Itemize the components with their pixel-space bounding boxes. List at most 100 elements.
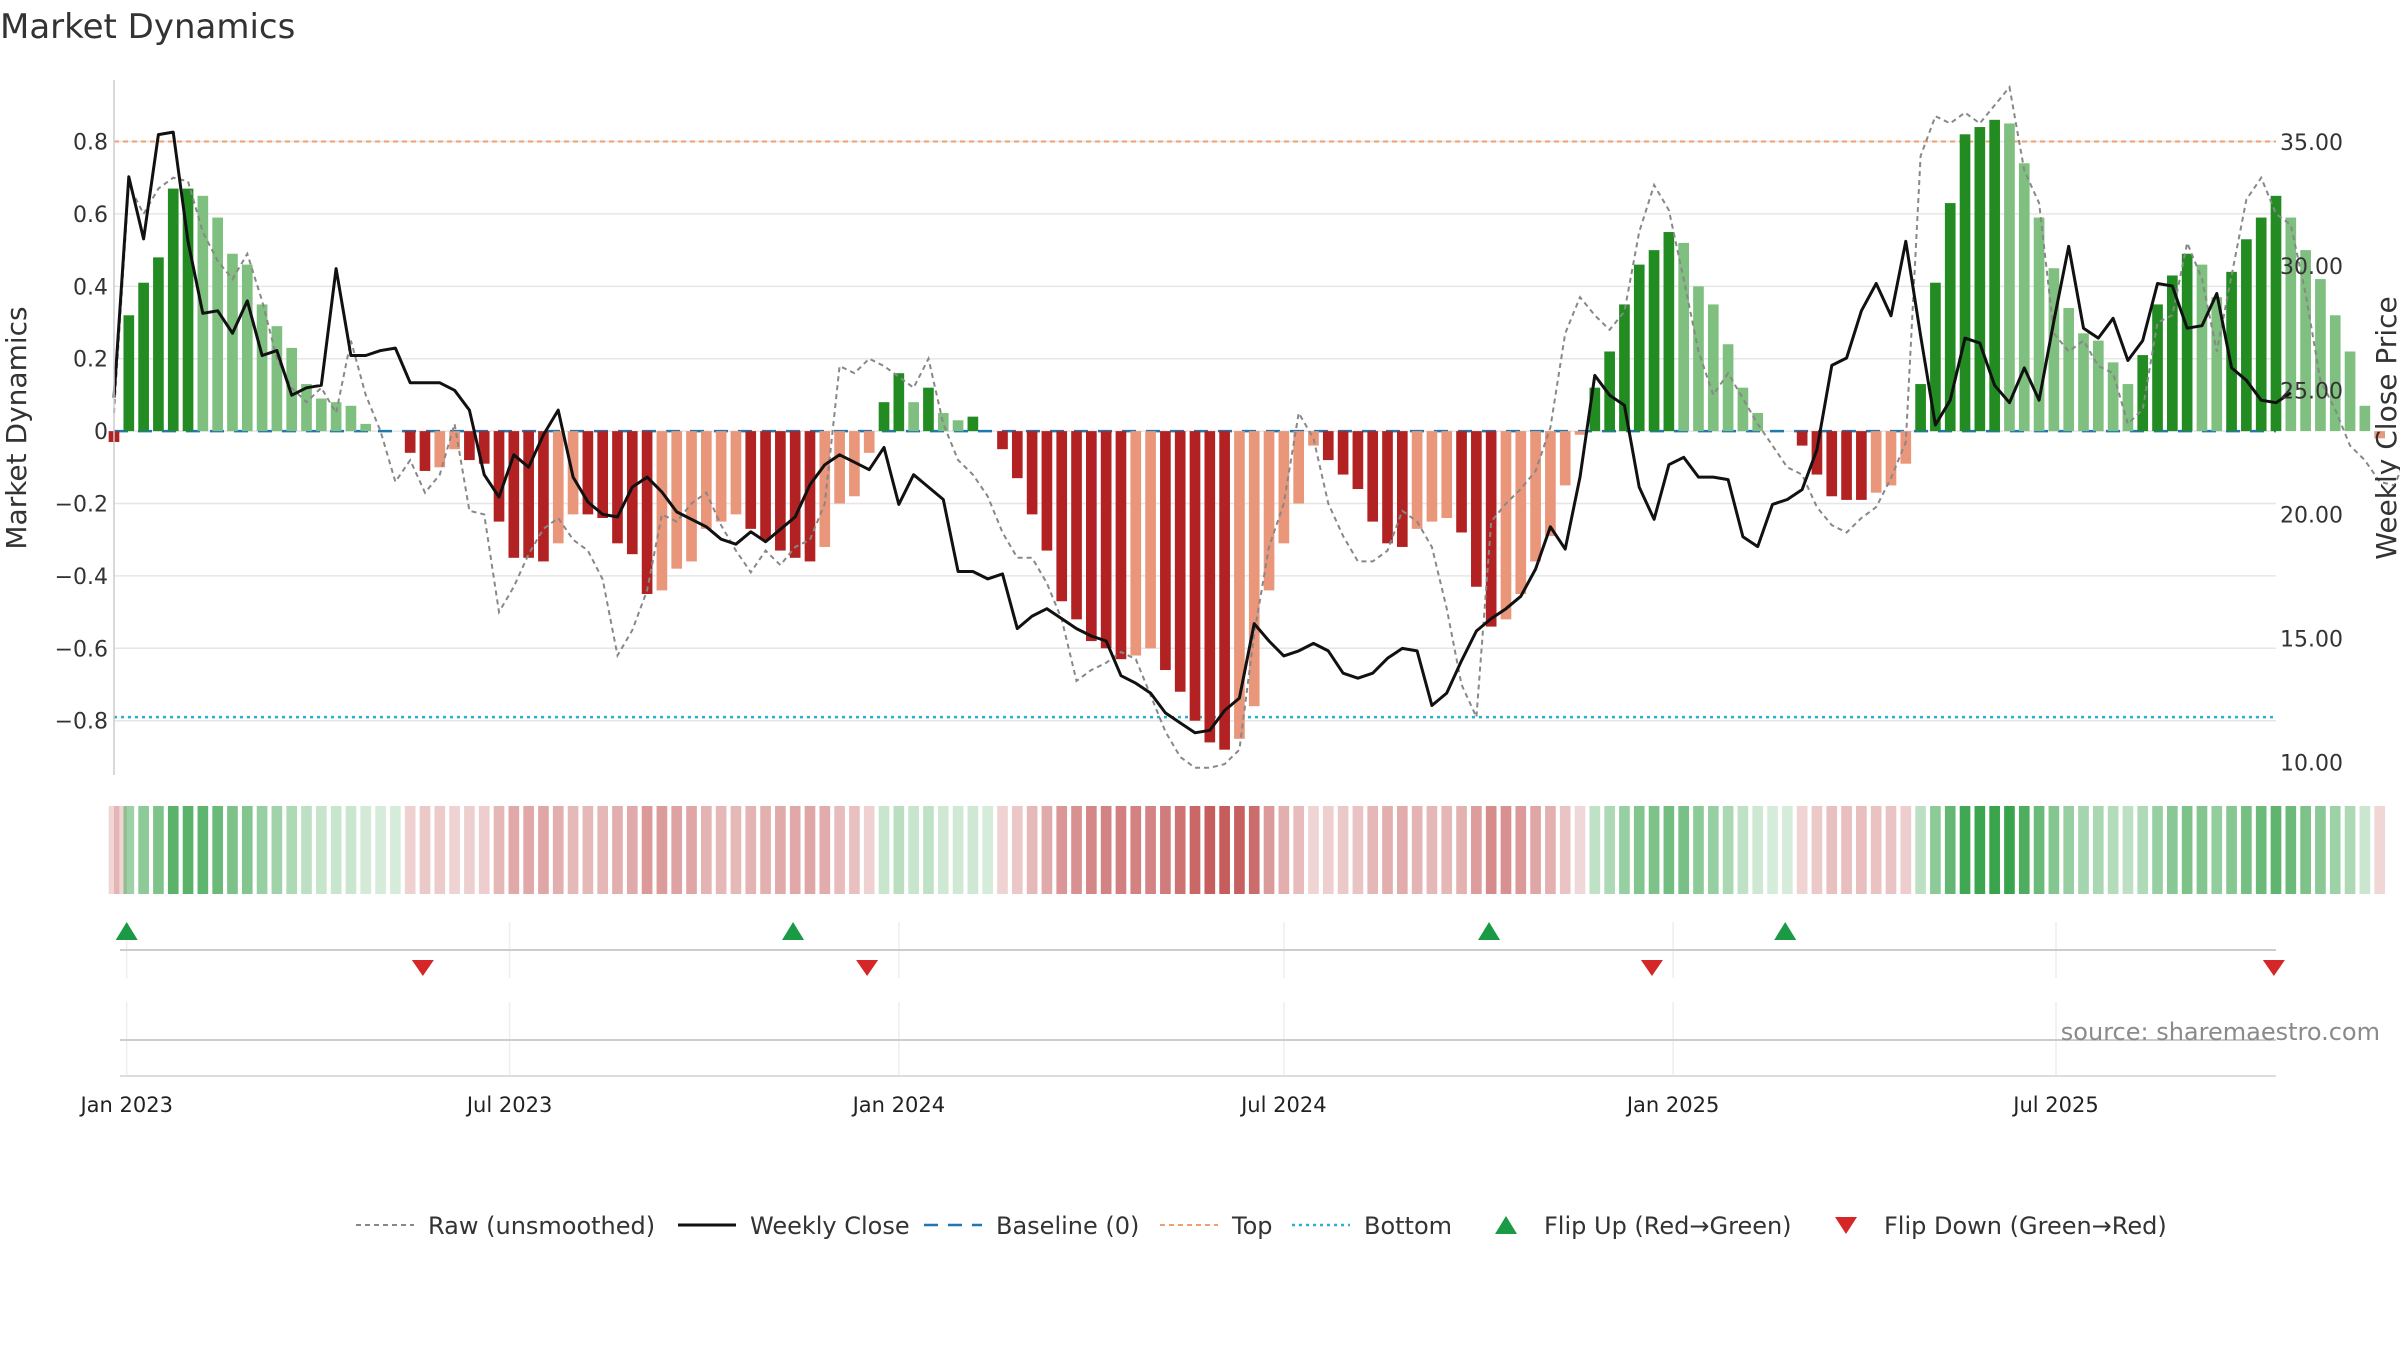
strip-cell	[1145, 806, 1156, 894]
strip-cell	[982, 806, 994, 894]
strip-cell	[1974, 806, 1986, 894]
strip-cell	[493, 806, 505, 894]
dynamics-bar	[2329, 315, 2341, 432]
strip-cell	[819, 806, 831, 894]
dynamics-bar	[1737, 387, 1749, 432]
legend-flip-up-icon	[1495, 1216, 1517, 1234]
strip-cell	[1944, 806, 1956, 894]
strip-cell	[834, 806, 845, 894]
dynamics-bar	[1693, 286, 1704, 432]
strip-cell	[1352, 806, 1364, 894]
dynamics-bar	[449, 431, 460, 450]
strip-cell	[1545, 806, 1556, 894]
strip-cell	[1396, 806, 1408, 894]
strip-cell	[789, 806, 801, 894]
flip-up-marker	[115, 922, 138, 940]
strip-cell	[301, 806, 312, 894]
strip-cell	[182, 806, 194, 894]
strip-cell	[1485, 806, 1497, 894]
strip-cell	[1856, 806, 1867, 894]
strip-cell	[1559, 806, 1571, 894]
strip-cell	[745, 806, 757, 894]
dynamics-bar	[1841, 431, 1852, 500]
dynamics-bar	[1411, 431, 1423, 529]
dynamics-bar	[1515, 431, 1527, 595]
strip-cell	[804, 806, 816, 894]
raw-line	[113, 84, 2400, 769]
strip-cell	[1885, 806, 1897, 894]
right-tick-label: 20.00	[2280, 503, 2343, 528]
strip-cell	[404, 806, 416, 894]
dynamics-bar	[1278, 431, 1290, 544]
left-tick-label: 0.8	[73, 131, 108, 156]
dynamics-bar	[256, 304, 268, 432]
legend-label: Bottom	[1364, 1212, 1452, 1240]
strip-cell	[167, 806, 179, 894]
strip-cell	[597, 806, 609, 894]
dynamics-bar	[1989, 119, 2000, 432]
strip-cell	[967, 806, 979, 894]
dynamics-bar	[1086, 431, 1097, 642]
strip-cell	[2048, 806, 2060, 894]
strip-cell	[1086, 806, 1097, 894]
strip-cell	[2241, 806, 2252, 894]
right-tick-label: 35.00	[2280, 131, 2343, 156]
left-tick-label: −0.8	[55, 710, 108, 735]
dynamics-bar	[330, 402, 342, 432]
dynamics-bar	[227, 253, 238, 432]
strip-cell	[1781, 806, 1793, 894]
dynamics-bar	[182, 188, 194, 432]
strip-cell	[1056, 806, 1068, 894]
strip-cell	[626, 806, 638, 894]
strip-cell	[1337, 806, 1349, 894]
legend-flip-down-icon	[1835, 1217, 1857, 1234]
regime-strip	[108, 806, 2385, 894]
legend-label: Weekly Close	[750, 1212, 910, 1240]
strip-cell	[1100, 806, 1112, 894]
strip-cell	[419, 806, 431, 894]
dynamics-bar	[2359, 405, 2371, 432]
left-tick-label: −0.6	[55, 637, 108, 662]
dynamics-bar	[478, 431, 490, 464]
left-tick-label: 0.4	[73, 275, 108, 300]
dynamics-bar	[2255, 217, 2267, 432]
strip-cell	[1293, 806, 1304, 894]
strip-cell	[2329, 806, 2341, 894]
strip-cell	[2167, 806, 2178, 894]
dynamics-bar	[1944, 203, 1956, 432]
dynamics-bar	[2092, 340, 2104, 432]
strip-cell	[1174, 806, 1186, 894]
dynamics-bar	[1100, 431, 1112, 649]
strip-cell	[715, 806, 727, 894]
strip-cell	[2078, 806, 2089, 894]
strip-cell	[375, 806, 386, 894]
strip-cell	[1619, 806, 1630, 894]
strip-cell	[464, 806, 475, 894]
strip-cell	[1234, 806, 1245, 894]
dynamics-bar	[538, 431, 549, 562]
strip-cell	[1248, 806, 1260, 894]
strip-cell	[2300, 806, 2311, 894]
dynamics-bar	[1456, 431, 1467, 533]
dynamics-bar	[1722, 344, 1734, 432]
left-tick-label: −0.2	[55, 493, 108, 518]
strip-cell	[552, 806, 564, 894]
dynamics-bar	[464, 431, 475, 461]
dynamics-bar	[2107, 362, 2119, 432]
dynamics-bar	[241, 264, 253, 432]
dynamics-bar	[804, 431, 816, 562]
flip-down-marker	[856, 960, 879, 976]
strip-cell	[1308, 806, 1319, 894]
strip-cell	[2137, 806, 2149, 894]
dynamics-bar	[1885, 431, 1897, 486]
dynamics-bar	[626, 431, 638, 555]
left-tick-label: 0.2	[73, 348, 108, 373]
strip-cell	[1041, 806, 1053, 894]
strip-cell	[849, 806, 860, 894]
strip-cell	[523, 806, 534, 894]
weekly-close-line	[112, 130, 2292, 735]
dynamics-bar	[2033, 217, 2045, 432]
strip-cell	[1693, 806, 1704, 894]
strip-cell	[227, 806, 238, 894]
